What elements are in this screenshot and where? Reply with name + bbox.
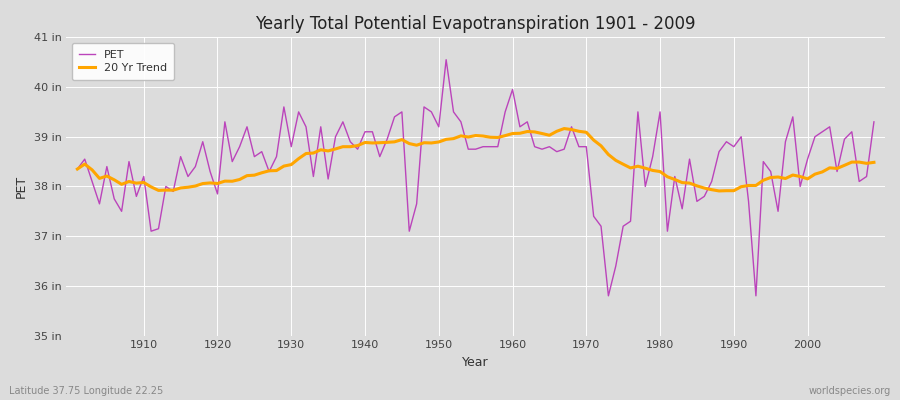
Title: Yearly Total Potential Evapotranspiration 1901 - 2009: Yearly Total Potential Evapotranspiratio… xyxy=(256,15,696,33)
Line: PET: PET xyxy=(77,60,874,296)
20 Yr Trend xyxy=(559,126,570,131)
20 Yr Trend xyxy=(714,188,724,193)
PET xyxy=(131,194,142,199)
20 Yr Trend xyxy=(507,131,517,136)
PET xyxy=(338,120,348,124)
Y-axis label: PET: PET xyxy=(15,175,28,198)
Line: 20 Yr Trend: 20 Yr Trend xyxy=(77,128,874,191)
20 Yr Trend xyxy=(338,144,348,149)
PET xyxy=(868,120,879,124)
20 Yr Trend xyxy=(131,181,142,186)
PET xyxy=(507,87,517,92)
Text: worldspecies.org: worldspecies.org xyxy=(809,386,891,396)
Text: Latitude 37.75 Longitude 22.25: Latitude 37.75 Longitude 22.25 xyxy=(9,386,163,396)
X-axis label: Year: Year xyxy=(463,356,489,369)
PET xyxy=(610,264,621,268)
20 Yr Trend xyxy=(500,133,510,138)
PET xyxy=(441,57,452,62)
20 Yr Trend xyxy=(293,156,304,161)
Legend: PET, 20 Yr Trend: PET, 20 Yr Trend xyxy=(72,43,174,80)
20 Yr Trend xyxy=(72,167,83,172)
20 Yr Trend xyxy=(603,152,614,157)
PET xyxy=(293,110,304,114)
PET xyxy=(515,124,526,129)
PET xyxy=(72,167,83,172)
PET xyxy=(603,294,614,298)
20 Yr Trend xyxy=(868,160,879,165)
